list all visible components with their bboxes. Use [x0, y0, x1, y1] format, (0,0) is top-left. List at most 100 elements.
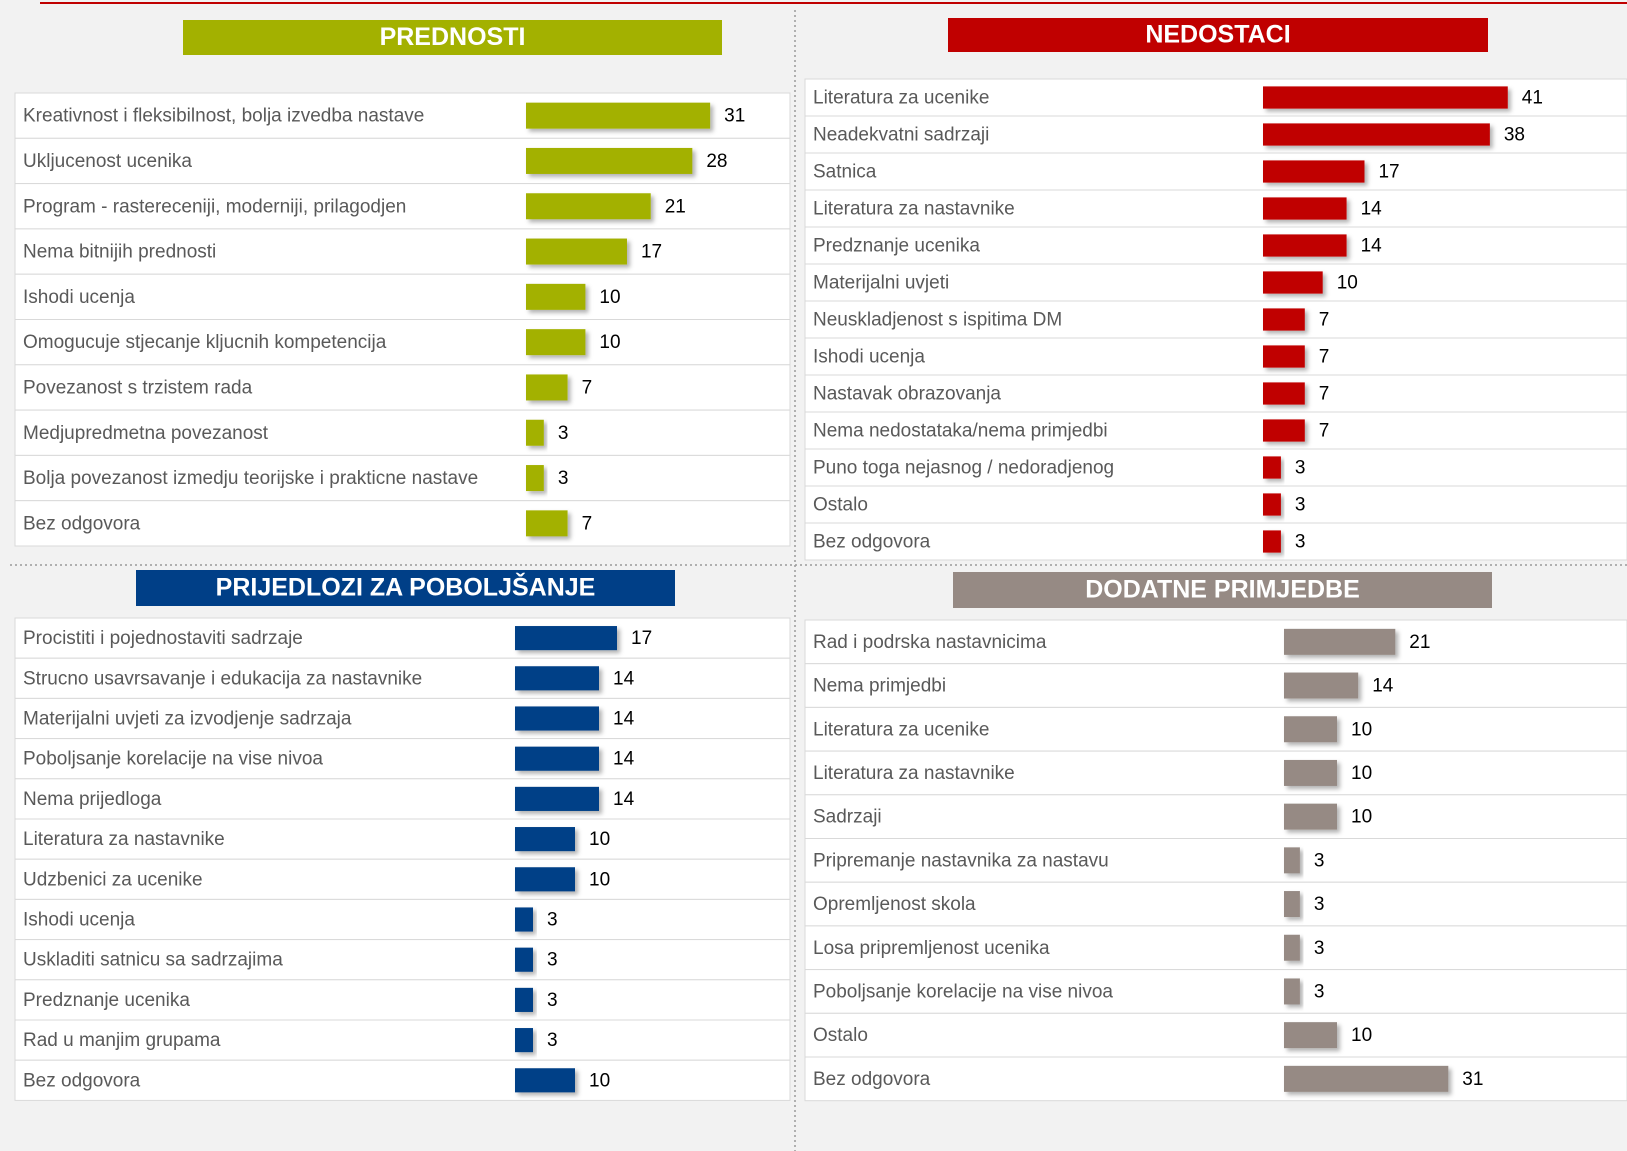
- row: [804, 337, 1627, 376]
- category-label: Rad u manjim grupama: [23, 1030, 221, 1051]
- bar: [1284, 803, 1337, 830]
- bar: [1263, 456, 1281, 479]
- bar: [1263, 234, 1347, 257]
- value-label: 7: [1319, 310, 1330, 331]
- value-label: 3: [1314, 894, 1325, 915]
- value-label: 17: [631, 628, 652, 649]
- value-label: 3: [547, 950, 558, 971]
- row: [14, 738, 791, 780]
- bar: [526, 193, 651, 220]
- category-label: Puno toga nejasnog / nedoradjenog: [813, 458, 1114, 479]
- value-label: 10: [599, 332, 620, 353]
- row: [14, 778, 791, 820]
- bar: [526, 147, 693, 174]
- row: [14, 1019, 791, 1061]
- category-label: Nema nedostataka/nema primjedbi: [813, 421, 1108, 442]
- row: [804, 189, 1627, 228]
- value-label: 10: [1351, 1025, 1372, 1046]
- category-label: Bez odgovora: [813, 532, 931, 553]
- category-label: Losa pripremljenost ucenika: [813, 938, 1050, 959]
- row: [14, 409, 791, 456]
- category-label: Strucno usavrsavanje i edukacija za nast…: [23, 668, 422, 689]
- value-label: 3: [1295, 495, 1306, 516]
- row: [804, 794, 1627, 839]
- bar: [515, 1068, 575, 1093]
- bar: [515, 626, 617, 651]
- row: [14, 273, 791, 321]
- value-label: 3: [547, 1030, 558, 1051]
- category-label: Materijalni uvjeti za izvodjenje sadrzaj…: [23, 709, 352, 730]
- value-label: 10: [1351, 807, 1372, 828]
- row: [14, 657, 791, 699]
- value-label: 3: [558, 468, 569, 489]
- category-label: Predznanje ucenika: [813, 236, 980, 257]
- bar: [515, 867, 575, 892]
- panel-title: PREDNOSTI: [380, 23, 526, 51]
- row: [804, 115, 1627, 154]
- bar: [515, 706, 599, 731]
- bar: [526, 102, 711, 129]
- category-label: Neadekvatni sadrzaji: [813, 125, 989, 146]
- row: [14, 364, 791, 411]
- panel-title: PRIJEDLOZI ZA POBOLJŠANJE: [216, 572, 596, 602]
- row: [14, 617, 791, 659]
- category-label: Poboljsanje korelacije na vise nivoa: [23, 749, 323, 770]
- category-label: Ostalo: [813, 495, 868, 516]
- bar: [1263, 160, 1365, 183]
- category-label: Povezanost s trzistem rada: [23, 377, 253, 398]
- value-label: 10: [589, 1070, 610, 1091]
- value-label: 17: [641, 242, 662, 263]
- bar: [1284, 1065, 1449, 1092]
- bar: [1284, 978, 1300, 1005]
- value-label: 38: [1504, 125, 1525, 146]
- category-label: Bolja povezanost izmedju teorijske i pra…: [23, 468, 478, 489]
- value-label: 3: [1314, 938, 1325, 959]
- value-label: 7: [1319, 347, 1330, 368]
- bar: [1284, 672, 1359, 699]
- category-label: Ishodi ucenja: [23, 287, 135, 308]
- value-label: 7: [1319, 421, 1330, 442]
- category-label: Opremljenost skola: [813, 894, 976, 915]
- row: [804, 448, 1627, 487]
- bar: [1284, 1022, 1337, 1049]
- bar: [1263, 271, 1323, 294]
- bar: [1263, 419, 1305, 442]
- value-label: 3: [558, 423, 569, 444]
- row: [14, 319, 791, 366]
- value-label: 7: [582, 377, 593, 398]
- row: [804, 881, 1627, 927]
- row: [804, 925, 1627, 971]
- category-label: Poboljsanje korelacije na vise nivoa: [813, 981, 1113, 1002]
- row: [14, 939, 791, 981]
- panel-header: [136, 570, 675, 606]
- category-label: Ukljucenost ucenika: [23, 151, 192, 172]
- bar: [1284, 891, 1300, 918]
- value-label: 3: [1295, 532, 1306, 553]
- category-label: Literatura za ucenike: [813, 88, 989, 109]
- value-label: 7: [1319, 384, 1330, 405]
- row: [804, 969, 1627, 1014]
- bar: [515, 666, 599, 691]
- category-label: Medjupredmetna povezanost: [23, 423, 269, 444]
- value-label: 14: [1372, 676, 1394, 697]
- category-label: Materijalni uvjeti: [813, 273, 949, 294]
- bar: [1263, 530, 1281, 553]
- row: [804, 226, 1627, 265]
- row: [804, 411, 1627, 450]
- category-label: Procistiti i pojednostaviti sadrzaje: [23, 628, 303, 649]
- bar: [1263, 382, 1305, 405]
- value-label: 10: [1351, 763, 1372, 784]
- panel-header: [953, 572, 1492, 608]
- bar: [526, 465, 544, 492]
- category-label: Program - rastereceniji, moderniji, pril…: [23, 196, 406, 217]
- bar: [515, 947, 533, 972]
- row: [804, 838, 1627, 883]
- row: [14, 818, 791, 860]
- row: [14, 500, 791, 547]
- value-label: 14: [613, 668, 635, 689]
- bar: [1263, 493, 1281, 516]
- row: [804, 619, 1627, 665]
- bar: [515, 786, 599, 811]
- category-label: Nema prijedloga: [23, 789, 162, 810]
- category-label: Predznanje ucenika: [23, 990, 190, 1011]
